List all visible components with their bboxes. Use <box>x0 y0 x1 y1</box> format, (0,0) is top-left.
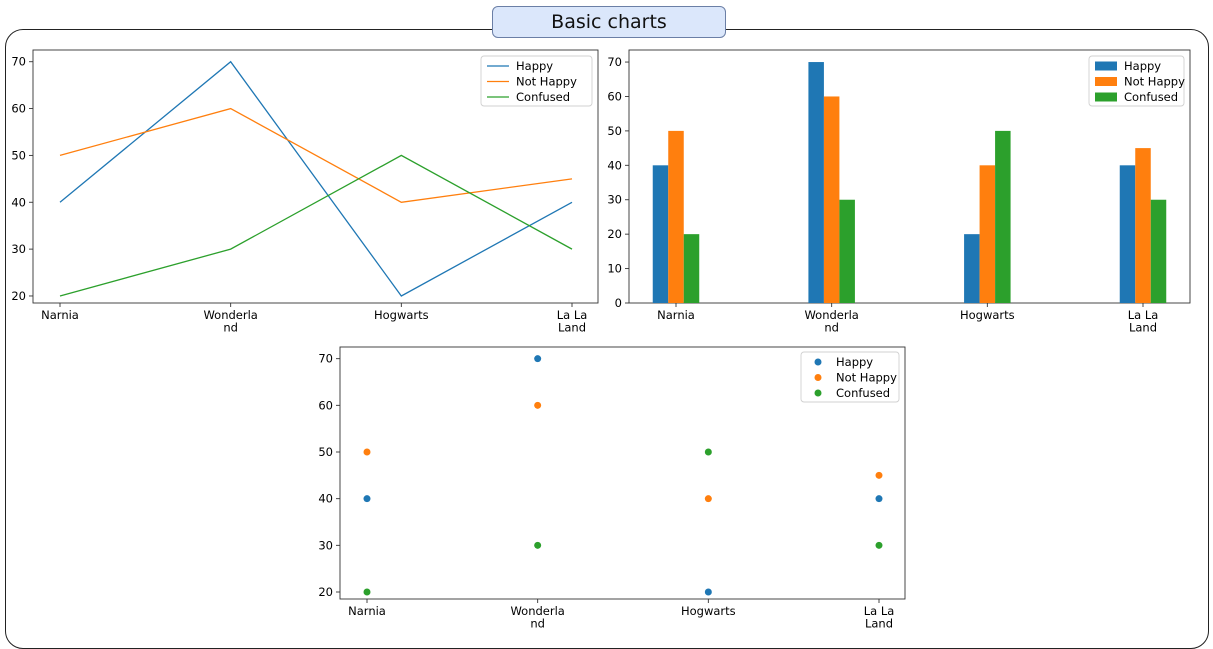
y-tick-label: 30 <box>318 538 333 552</box>
legend-swatch <box>814 374 822 381</box>
y-tick-label: 10 <box>607 262 622 276</box>
point-confused <box>704 448 712 456</box>
legend-label: Happy <box>516 59 553 73</box>
legend-label: Confused <box>836 386 890 400</box>
point-confused <box>534 541 542 549</box>
plot-frame <box>32 49 599 304</box>
y-tick-label: 0 <box>615 296 622 310</box>
bar-not-happy <box>823 96 840 303</box>
legend-swatch <box>1095 92 1117 102</box>
legend-swatch <box>1095 77 1117 86</box>
y-tick-label: 20 <box>607 227 622 241</box>
series-line-not-happy <box>59 107 573 203</box>
bar-happy <box>652 165 669 303</box>
x-tick-label: Hogwarts <box>374 308 429 322</box>
y-tick-label: 30 <box>11 242 26 256</box>
x-tick-label: La La Land <box>1128 308 1159 335</box>
x-tick-label: Wonderla nd <box>203 308 257 335</box>
y-tick-label: 50 <box>11 148 26 162</box>
bar-confused <box>839 199 855 303</box>
plot-frame <box>628 49 1191 304</box>
x-tick-label: Narnia <box>41 308 79 322</box>
x-tick-label: Hogwarts <box>960 308 1015 322</box>
y-tick-label: 60 <box>318 398 333 412</box>
page-title: Basic charts <box>492 6 726 38</box>
bar-chart: 0 10 20 30 40 50 60 70 Narnia Wonderla nd Hogwarts L… <box>607 49 1191 335</box>
bar-confused <box>1150 199 1167 303</box>
point-confused <box>875 541 883 549</box>
bar-confused <box>995 130 1011 303</box>
x-tick-label: La La Land <box>557 308 588 335</box>
plot-frame <box>339 346 906 600</box>
bar-not-happy <box>1135 148 1151 303</box>
legend-label: Confused <box>516 90 570 104</box>
y-tick-label: 40 <box>318 492 333 506</box>
y-tick-label: 40 <box>607 158 622 172</box>
legend-swatch <box>1095 61 1117 71</box>
y-tick-label: 70 <box>11 55 26 69</box>
bar-confused <box>683 234 700 303</box>
y-tick-label: 20 <box>11 289 26 303</box>
legend-label: Happy <box>1124 59 1161 73</box>
legend-box <box>800 351 900 403</box>
legend-label: Not Happy <box>836 371 897 385</box>
line-chart: 20 30 40 50 60 70 Narnia Wonderla nd Hogwarts La L… <box>11 49 599 335</box>
y-tick-label: 30 <box>607 193 622 207</box>
bar-not-happy <box>979 165 996 303</box>
y-tick-label: 60 <box>607 89 622 103</box>
point-happy <box>363 495 371 503</box>
series-line-confused <box>59 154 573 297</box>
legend-box <box>480 55 593 107</box>
legend-label: Not Happy <box>516 75 577 89</box>
legend-label: Happy <box>836 355 873 369</box>
y-tick-label: 60 <box>11 102 26 116</box>
legend-label: Confused <box>1124 90 1178 104</box>
x-tick-label: Wonderla nd <box>804 308 858 335</box>
point-not-happy <box>363 448 371 456</box>
point-happy <box>875 495 883 503</box>
y-tick-label: 20 <box>318 585 333 599</box>
y-tick-label: 70 <box>607 55 622 69</box>
point-happy <box>534 355 542 363</box>
legend-label: Not Happy <box>1124 75 1185 89</box>
bar-happy <box>964 234 980 303</box>
legend-swatch <box>814 389 822 397</box>
y-tick-label: 40 <box>11 195 26 209</box>
point-confused <box>363 588 371 596</box>
point-not-happy <box>704 495 712 503</box>
bar-happy <box>808 62 824 303</box>
y-tick-label: 50 <box>607 124 622 138</box>
point-not-happy <box>534 401 542 409</box>
x-tick-label: Narnia <box>657 308 695 322</box>
bar-happy <box>1119 165 1136 303</box>
point-not-happy <box>875 471 883 479</box>
x-tick-label: Hogwarts <box>681 604 736 618</box>
y-tick-label: 70 <box>318 352 333 366</box>
y-tick-label: 50 <box>318 445 333 459</box>
x-tick-label: Narnia <box>348 604 386 618</box>
legend-swatch <box>814 358 822 366</box>
bar-not-happy <box>668 130 684 303</box>
point-happy <box>704 588 712 596</box>
